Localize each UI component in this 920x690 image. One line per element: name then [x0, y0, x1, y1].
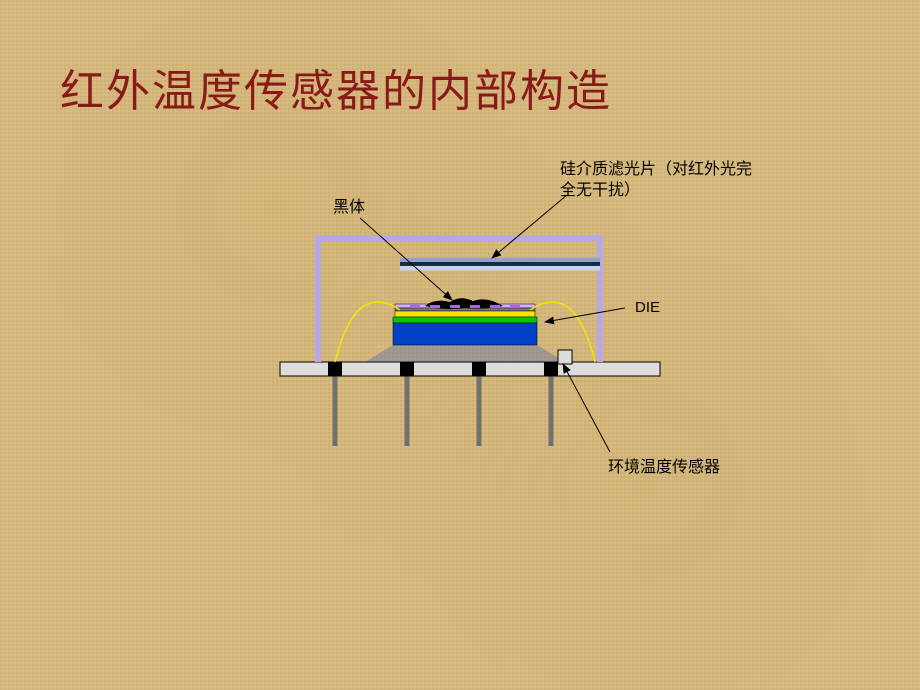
sensor-diagram	[0, 0, 920, 690]
